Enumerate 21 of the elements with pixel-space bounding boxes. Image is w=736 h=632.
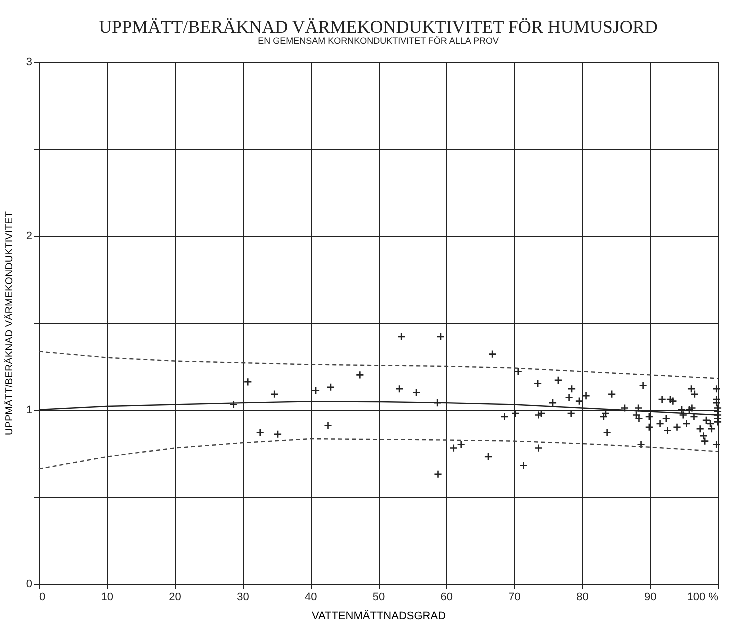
- chart-subtitle: EN GEMENSAM KORNKONDUKTIVITET FÖR ALLA PROV: [258, 36, 499, 46]
- line-series: [38, 351, 719, 380]
- x-tick-label: 30: [237, 592, 250, 604]
- y-tick-label: 2: [26, 230, 32, 242]
- x-tick-label: 40: [304, 592, 318, 604]
- x-tick-label: 50: [372, 592, 386, 604]
- y-axis-title: UPPMÄTT/BERÄKNAD VÄRMEKONDUKTIVITET: [3, 212, 16, 436]
- x-axis-title: VATTENMÄTTNADSGRAD: [312, 610, 446, 622]
- x-tick-label: 90: [644, 592, 657, 604]
- x-tick-label: 20: [169, 592, 182, 604]
- x-tick-label: 60: [440, 592, 454, 604]
- x-tick-label: 70: [508, 592, 521, 604]
- x-tick-label: 0: [40, 592, 46, 604]
- chart-title: UPPMÄTT/BERÄKNAD VÄRMEKONDUKTIVITET FÖR HUMUSJORD: [99, 17, 658, 37]
- x-tick-label: 100 %: [687, 592, 719, 604]
- x-tick-label: 80: [576, 592, 589, 604]
- y-tick-label: 3: [26, 56, 32, 68]
- y-tick-label: 0: [26, 578, 32, 590]
- x-tick-label: 10: [101, 592, 114, 604]
- line-series: [38, 438, 719, 470]
- y-tick-label: 1: [26, 404, 32, 416]
